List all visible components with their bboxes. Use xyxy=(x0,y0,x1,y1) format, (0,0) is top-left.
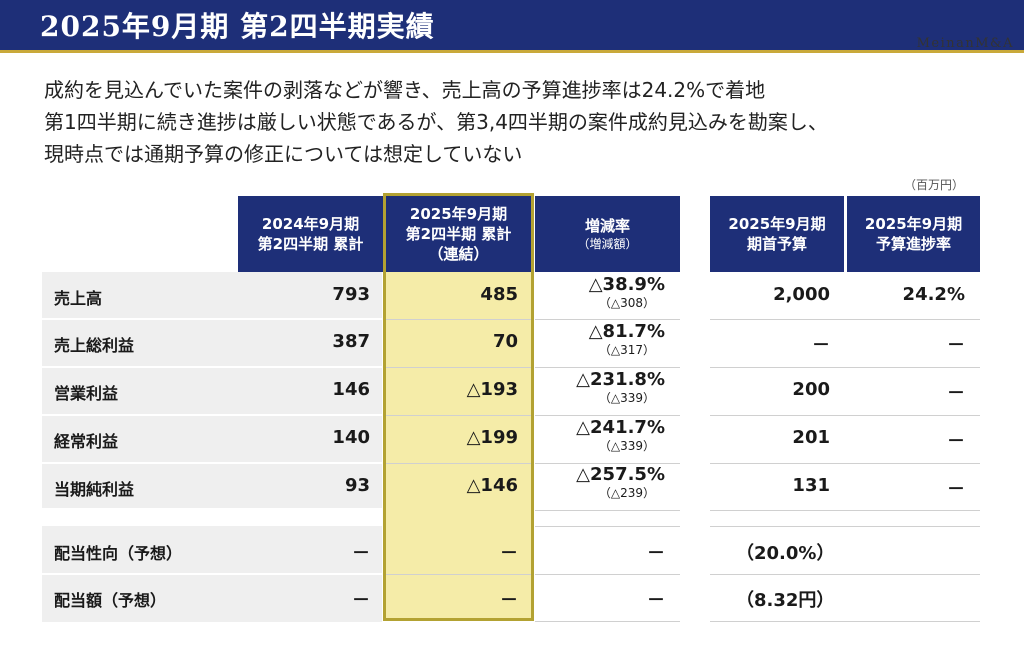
row-label: 当期純利益 xyxy=(54,480,135,499)
title-bar: 2025年9月期 第2四半期実績 xyxy=(0,0,1024,50)
cell-progress: － xyxy=(947,431,965,452)
cell-change: △257.5% （△239） xyxy=(576,464,665,500)
row-label: 売上総利益 xyxy=(54,336,135,355)
cell-progress: － xyxy=(947,335,965,356)
cell-progress: － xyxy=(947,479,965,500)
cell-change: △231.8% （△339） xyxy=(576,369,665,405)
cell-prev: 93 xyxy=(344,475,370,496)
summary-line: 第1四半期に続き進捗は厳しい状態であるが、第3,4四半期の案件成約見込みを勘案し… xyxy=(44,110,828,134)
cell-prev: － xyxy=(352,543,370,564)
cell-change: △241.7% （△339） xyxy=(576,417,665,453)
header-change-rate: 増減率 （増減額） xyxy=(535,196,680,272)
cell-progress: 24.2% xyxy=(902,284,965,305)
cell-budget: － xyxy=(812,335,830,356)
cell-budget: （8.32円） xyxy=(736,590,835,611)
label-column-bg xyxy=(42,272,382,508)
summary-line: 現時点では通期予算の修正については想定していない xyxy=(44,142,523,166)
row-label: 営業利益 xyxy=(54,384,119,403)
cell-change: － xyxy=(647,543,665,564)
cell-curr: － xyxy=(500,543,518,564)
header-prev-period: 2024年9月期 第2四半期 累計 xyxy=(238,196,383,272)
cell-change: △81.7% （△317） xyxy=(588,321,665,357)
cell-prev: 146 xyxy=(332,379,370,400)
header-budget: 2025年9月期 期首予算 xyxy=(710,196,844,272)
cell-prev: － xyxy=(352,590,370,611)
cell-budget: 200 xyxy=(792,379,830,400)
cell-prev: 140 xyxy=(332,427,370,448)
title-underline xyxy=(0,50,1024,53)
cell-budget: 131 xyxy=(792,475,830,496)
cell-progress: － xyxy=(947,383,965,404)
cell-budget: （20.0%） xyxy=(736,543,835,564)
cell-budget: 2,000 xyxy=(773,284,830,305)
row-label: 配当額（予想） xyxy=(54,591,167,610)
cell-change: △38.9% （△308） xyxy=(588,274,665,310)
cell-curr: － xyxy=(500,590,518,611)
unit-label: （百万円） xyxy=(904,178,965,192)
row-label: 売上高 xyxy=(54,289,103,308)
cell-curr: △199 xyxy=(466,427,518,448)
header-current-period: 2025年9月期 第2四半期 累計 （連結） xyxy=(386,196,531,272)
cell-curr: △193 xyxy=(466,379,518,400)
row-label: 経常利益 xyxy=(54,432,119,451)
cell-prev: 793 xyxy=(332,284,370,305)
cell-prev: 387 xyxy=(332,331,370,352)
page-title: 2025年9月期 第2四半期実績 xyxy=(40,10,435,43)
row-label: 配当性向（予想） xyxy=(54,544,183,563)
summary-text: 成約を見込んでいた案件の剥落などが響き、売上高の予算進捗率は24.2%で着地 第… xyxy=(44,74,1004,170)
header-progress: 2025年9月期 予算進捗率 xyxy=(847,196,980,272)
cell-budget: 201 xyxy=(792,427,830,448)
summary-line: 成約を見込んでいた案件の剥落などが響き、売上高の予算進捗率は24.2%で着地 xyxy=(44,78,766,102)
cell-change: － xyxy=(647,590,665,611)
brand-logo: MeinanM&A xyxy=(916,36,1014,51)
cell-curr: 485 xyxy=(480,284,518,305)
cell-curr: 70 xyxy=(492,331,518,352)
cell-curr: △146 xyxy=(466,475,518,496)
